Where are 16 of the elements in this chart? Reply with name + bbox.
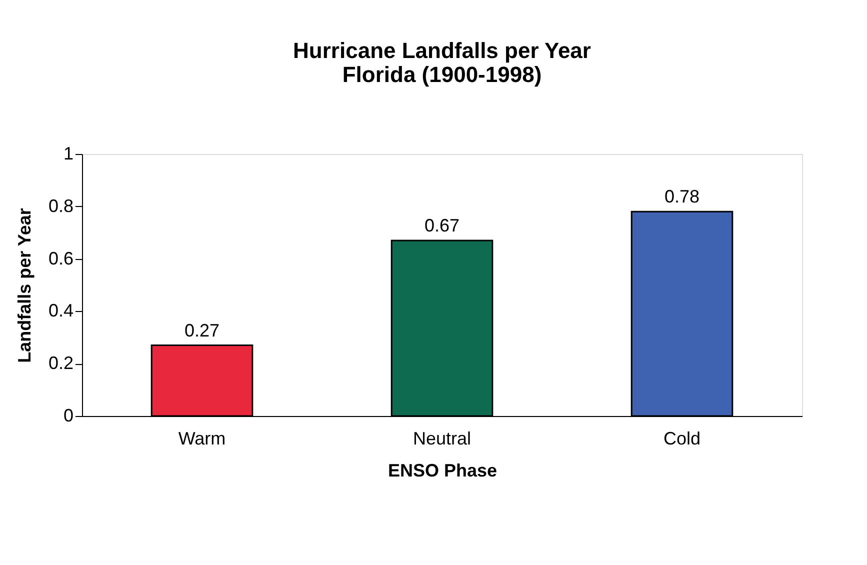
text: Hurricane Landfalls per Year — [293, 38, 591, 63]
x-tick-label: Cold — [663, 428, 701, 448]
x-tick-label: Neutral — [412, 428, 472, 448]
y-axis-title: Landfalls per Year — [14, 208, 34, 363]
text: Florida (1900-1998) — [342, 62, 542, 87]
data-label: 0.27 — [184, 320, 220, 340]
y-tick-label: 0.4 — [48, 300, 74, 321]
y-tick-label: 0.2 — [48, 353, 74, 374]
y-tick-label: 0.8 — [48, 196, 74, 216]
data-label: 0.67 — [424, 215, 460, 236]
y-tick-label: 0 — [63, 406, 74, 426]
y-tick-label: 0.6 — [48, 248, 74, 268]
data-label: 0.78 — [664, 186, 700, 207]
y-tick-label: 1 — [63, 144, 74, 164]
x-tick-label: Warm — [178, 428, 226, 448]
x-axis-title: ENSO Phase — [388, 460, 498, 480]
